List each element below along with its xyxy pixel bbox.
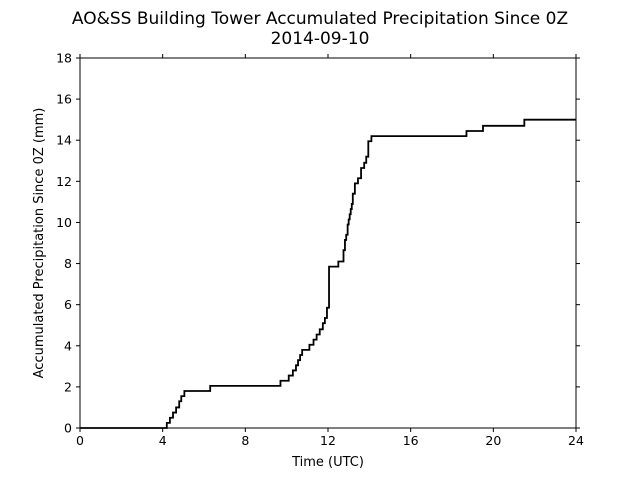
y-tick-label: 14 (56, 133, 72, 148)
y-tick-label: 0 (64, 421, 72, 436)
chart-title: AO&SS Building Tower Accumulated Precipi… (72, 9, 568, 29)
x-tick-label: 8 (241, 433, 249, 448)
y-tick-label: 16 (56, 92, 72, 107)
x-tick-label: 12 (320, 433, 336, 448)
x-tick-label: 0 (76, 433, 84, 448)
series-line (80, 118, 576, 429)
y-tick-label: 10 (56, 215, 72, 230)
y-axis-label: Accumulated Precipitation Since 0Z (mm) (32, 108, 47, 379)
chart-subtitle: 2014-09-10 (271, 29, 370, 49)
x-tick-label: 4 (159, 433, 167, 448)
x-axis-label: Time (UTC) (291, 455, 364, 470)
y-tick-label: 12 (56, 174, 72, 189)
x-tick-label: 16 (403, 433, 419, 448)
x-tick-label: 24 (568, 433, 584, 448)
y-tick-label: 4 (64, 338, 72, 353)
plot-frame (79, 57, 577, 429)
x-tick-label: 20 (485, 433, 501, 448)
y-tick-label: 8 (64, 256, 72, 271)
y-tick-label: 18 (56, 51, 72, 66)
data-layer (80, 118, 576, 429)
y-tick-label: 2 (64, 379, 72, 394)
y-tick-label: 6 (64, 297, 72, 312)
